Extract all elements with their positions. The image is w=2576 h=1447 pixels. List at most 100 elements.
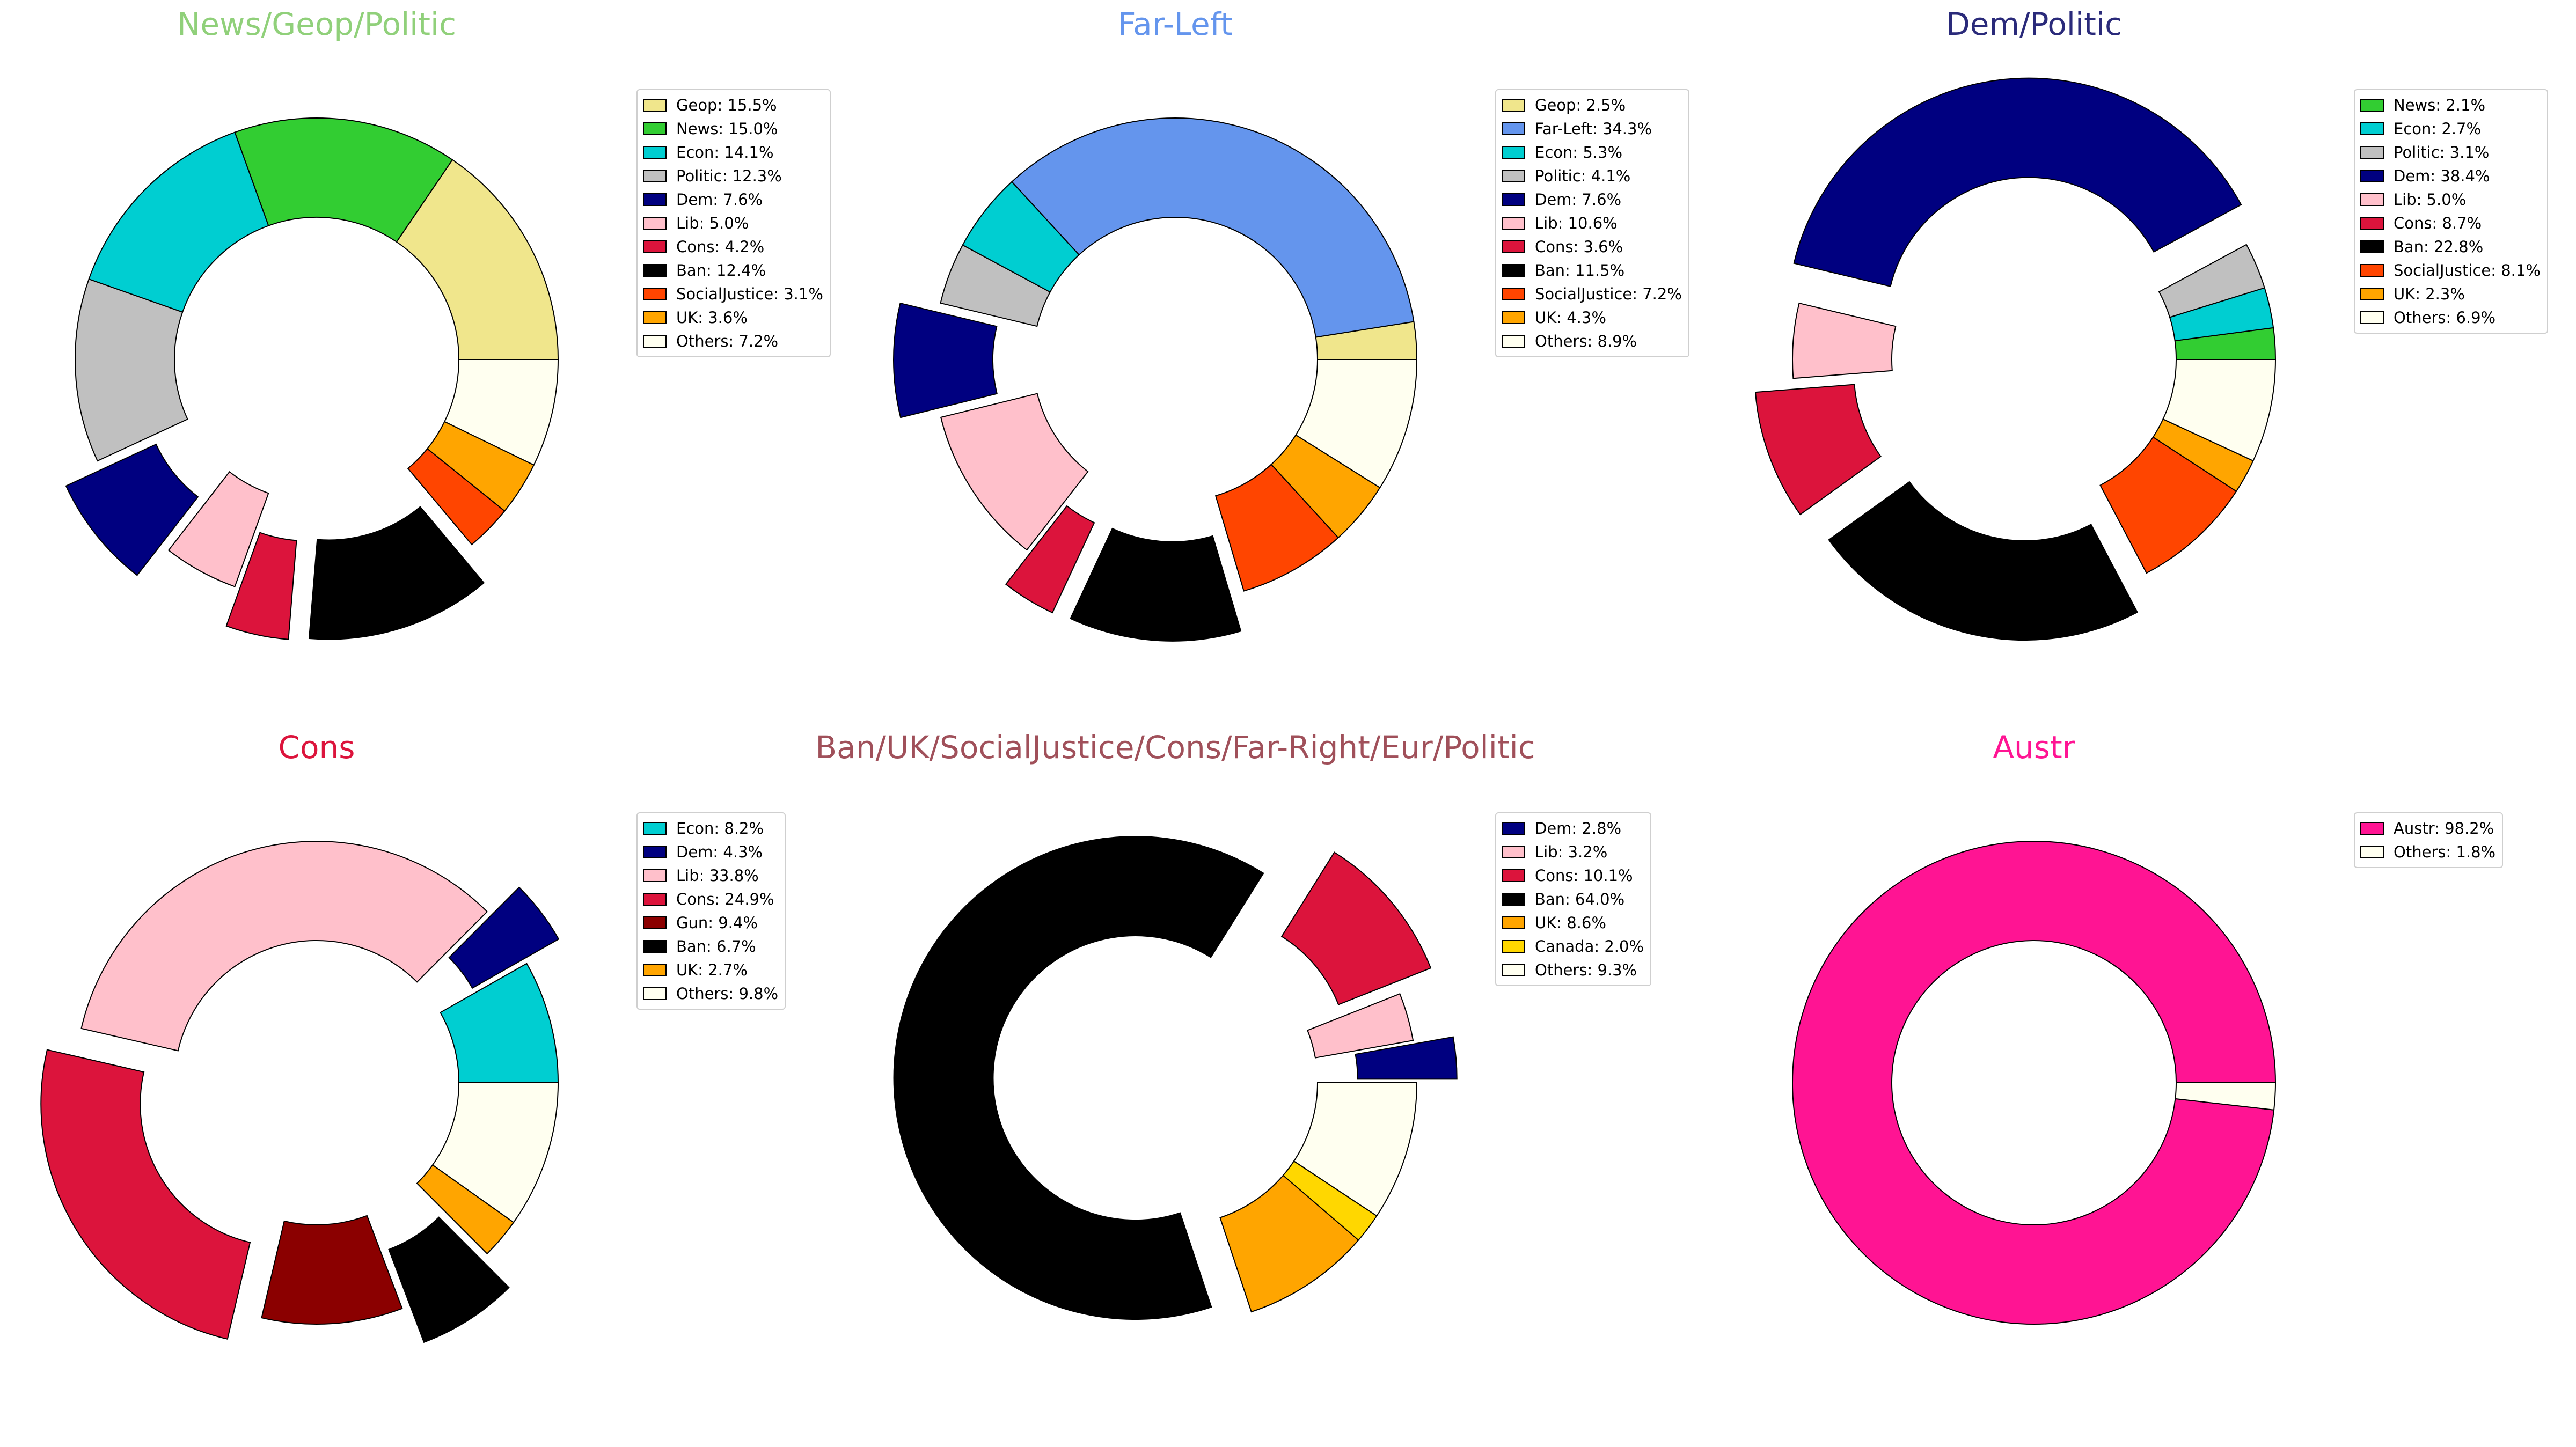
legend-swatch	[2360, 846, 2384, 858]
legend-label: Lib: 10.6%	[1535, 214, 1618, 232]
legend-label: Lib: 3.2%	[1535, 843, 1608, 861]
legend-entry: Lib: 33.8%	[643, 864, 778, 887]
legend-entry: SocialJustice: 3.1%	[643, 282, 823, 306]
pie-slice	[1293, 1082, 1418, 1217]
legend-label: Dem: 2.8%	[1535, 819, 1622, 838]
legend-entry: Canada: 2.0%	[1502, 935, 1644, 958]
legend-label: UK: 3.6%	[676, 309, 748, 327]
legend-label: SocialJustice: 7.2%	[1535, 285, 1682, 303]
legend-swatch	[643, 240, 667, 253]
legend-swatch	[1502, 99, 1525, 112]
legend-entry: Politic: 4.1%	[1502, 164, 1682, 188]
legend-swatch	[2360, 193, 2384, 206]
legend-entry: Econ: 5.3%	[1502, 141, 1682, 164]
legend-swatch	[643, 122, 667, 135]
legend-label: Ban: 64.0%	[1535, 890, 1625, 908]
legend-swatch	[643, 846, 667, 858]
legend-label: Canada: 2.0%	[1535, 937, 1644, 956]
donut-chart: Far-Left	[893, 6, 1418, 642]
pie-slice	[1070, 527, 1242, 642]
pie-slice	[1792, 841, 2277, 1325]
legend-swatch	[643, 964, 667, 976]
legend-entry: Politic: 12.3%	[643, 164, 823, 188]
legend-label: Cons: 4.2%	[676, 238, 765, 256]
legend-swatch	[1502, 846, 1525, 858]
donut-chart: Ban/UK/SocialJustice/Cons/Far-Right/Eur/…	[815, 729, 1535, 1320]
pie-slice	[65, 443, 199, 576]
legend-label: Lib: 33.8%	[676, 866, 759, 885]
legend-swatch	[643, 916, 667, 929]
legend-entry: News: 15.0%	[643, 117, 823, 141]
pie-slice	[440, 963, 559, 1083]
pie-slice	[1355, 1036, 1458, 1080]
legend-label: Austr: 98.2%	[2394, 819, 2494, 838]
chart-legend: Dem: 2.8% Lib: 3.2% Cons: 10.1% Ban: 64.0% U…	[1495, 812, 1652, 986]
legend-label: Ban: 11.5%	[1535, 261, 1625, 280]
donut-chart: Cons	[40, 729, 560, 1343]
pie-slice	[1828, 481, 2138, 641]
legend-swatch	[643, 146, 667, 159]
legend-swatch	[2360, 122, 2384, 135]
chart-title: Far-Left	[1118, 6, 1233, 42]
pie-slice	[1793, 77, 2242, 288]
legend-swatch	[1502, 335, 1525, 348]
legend-label: Others: 9.3%	[1535, 961, 1637, 979]
legend-entry: Cons: 3.6%	[1502, 235, 1682, 259]
legend-label: News: 15.0%	[676, 120, 778, 138]
legend-swatch	[643, 987, 667, 1000]
legend-entry: Geop: 15.5%	[643, 93, 823, 117]
legend-swatch	[643, 217, 667, 230]
pie-slice	[1011, 117, 1415, 338]
legend-swatch	[2360, 311, 2384, 324]
pie-slice	[234, 117, 453, 243]
legend-entry: UK: 3.6%	[643, 306, 823, 329]
legend-swatch	[2360, 146, 2384, 159]
legend-label: Others: 1.8%	[2394, 843, 2496, 861]
legend-swatch	[1502, 869, 1525, 882]
donut-chart: Austr	[1792, 729, 2277, 1325]
legend-entry: SocialJustice: 8.1%	[2360, 259, 2541, 282]
legend-entry: UK: 8.6%	[1502, 911, 1644, 935]
legend-label: Others: 8.9%	[1535, 332, 1637, 350]
pie-slice	[893, 836, 1264, 1320]
legend-entry: Cons: 10.1%	[1502, 864, 1644, 887]
legend-entry: Others: 9.3%	[1502, 958, 1644, 982]
legend-swatch	[643, 893, 667, 906]
legend-entry: Others: 8.9%	[1502, 329, 1682, 353]
legend-entry: Ban: 64.0%	[1502, 887, 1644, 911]
legend-swatch	[643, 193, 667, 206]
legend-label: SocialJustice: 8.1%	[2394, 261, 2541, 280]
legend-label: Lib: 5.0%	[2394, 190, 2467, 209]
legend-entry: Lib: 10.6%	[1502, 211, 1682, 235]
legend-swatch	[643, 311, 667, 324]
chart-legend: Econ: 8.2% Dem: 4.3% Lib: 33.8% Cons: 24.9%…	[636, 812, 786, 1010]
legend-entry: Ban: 6.7%	[643, 935, 778, 958]
legend-entry: Dem: 2.8%	[1502, 817, 1644, 840]
legend-entry: Austr: 98.2%	[2360, 817, 2496, 840]
pie-slice	[1280, 851, 1432, 1005]
chart-panel: Ban/UK/SocialJustice/Cons/Far-Right/Eur/…	[815, 723, 1717, 1446]
legend-swatch	[1502, 822, 1525, 835]
legend-label: Geop: 15.5%	[676, 96, 777, 114]
legend-label: Ban: 12.4%	[676, 261, 766, 280]
legend-swatch	[1502, 893, 1525, 906]
pie-slice	[448, 886, 560, 989]
pie-slice	[75, 278, 188, 462]
legend-label: Politic: 12.3%	[676, 167, 782, 185]
pie-slice	[2162, 359, 2277, 462]
legend-entry: Others: 6.9%	[2360, 306, 2541, 329]
legend-entry: Ban: 22.8%	[2360, 235, 2541, 259]
legend-swatch	[643, 940, 667, 953]
legend-swatch	[643, 335, 667, 348]
legend-entry: Econ: 8.2%	[643, 817, 778, 840]
legend-swatch	[1502, 311, 1525, 324]
legend-swatch	[643, 869, 667, 882]
pie-slice	[1005, 505, 1095, 614]
chart-legend: Geop: 2.5% Far-Left: 34.3% Econ: 5.3% Polit…	[1495, 89, 1689, 357]
legend-swatch	[1502, 193, 1525, 206]
chart-legend: Austr: 98.2% Others: 1.8%	[2354, 812, 2504, 868]
legend-swatch	[1502, 217, 1525, 230]
legend-entry: Ban: 11.5%	[1502, 259, 1682, 282]
chart-title: News/Geop/Politic	[177, 6, 456, 42]
